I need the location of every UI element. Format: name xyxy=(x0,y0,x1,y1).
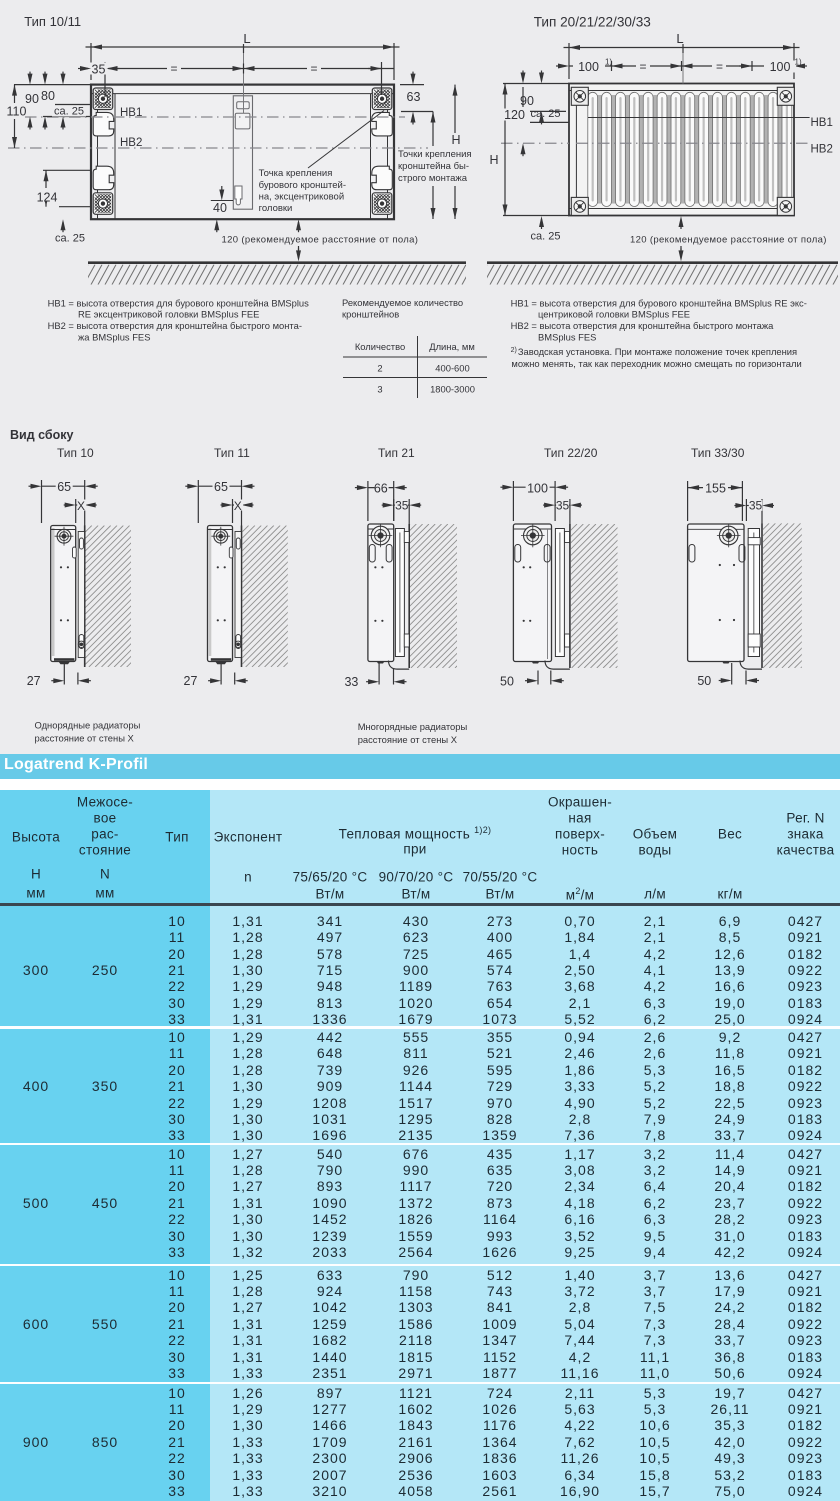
svg-text:головки: головки xyxy=(259,203,293,214)
svg-text:35: 35 xyxy=(556,499,570,513)
svg-text:=: = xyxy=(716,60,723,74)
svg-text:100: 100 xyxy=(578,60,599,74)
svg-text:Тип 10: Тип 10 xyxy=(57,446,94,460)
svg-text:L: L xyxy=(676,31,683,46)
svg-text:НВ2 = высота отверстия для кро: НВ2 = высота отверстия для кронштейна бы… xyxy=(48,320,302,331)
svg-text:Рекомендуемое количество: Рекомендуемое количество xyxy=(342,297,463,308)
svg-text:35: 35 xyxy=(92,63,106,77)
svg-text:27: 27 xyxy=(27,674,41,688)
svg-text:ca. 25: ca. 25 xyxy=(531,108,561,120)
svg-text:кронштейна бы-: кронштейна бы- xyxy=(398,161,469,172)
svg-text:66: 66 xyxy=(374,481,388,495)
svg-text:L: L xyxy=(243,31,250,46)
svg-text:400-600: 400-600 xyxy=(435,363,469,374)
svg-text:Точки крепления: Точки крепления xyxy=(398,149,472,160)
svg-text:НВ2: НВ2 xyxy=(120,137,142,149)
svg-text:124: 124 xyxy=(37,190,58,204)
svg-text:центриковой головки BMSplus FE: центриковой головки BMSplus FEE xyxy=(538,309,690,320)
svg-text:63: 63 xyxy=(407,90,421,104)
svg-text:110: 110 xyxy=(7,105,27,119)
svg-text:100: 100 xyxy=(770,60,791,74)
svg-text:1800-3000: 1800-3000 xyxy=(430,383,475,394)
svg-text:строго монтажа: строго монтажа xyxy=(398,173,468,184)
svg-text:Тип 33/30: Тип 33/30 xyxy=(691,446,745,460)
svg-text:НВ1: НВ1 xyxy=(120,107,142,119)
svg-text:35: 35 xyxy=(395,499,409,513)
svg-text:Длина, мм: Длина, мм xyxy=(429,341,475,352)
svg-text:50: 50 xyxy=(697,674,711,688)
svg-text:Тип 10/11: Тип 10/11 xyxy=(24,14,81,29)
svg-text:НВ2 = высота отверстия для кро: НВ2 = высота отверстия для кронштейна бы… xyxy=(511,320,774,331)
svg-text:40: 40 xyxy=(213,201,227,215)
svg-text:X: X xyxy=(77,499,85,513)
svg-text:120 (рекомендуемое расстояние: 120 (рекомендуемое расстояние от пола) xyxy=(222,235,419,246)
svg-text:бурового кронштей-: бурового кронштей- xyxy=(259,180,346,191)
svg-text:27: 27 xyxy=(184,674,198,688)
svg-text:расстояние от стены X: расстояние от стены X xyxy=(358,734,458,745)
svg-text:155: 155 xyxy=(705,481,726,495)
svg-text:можно менять, так как переходн: можно менять, так как переходник можно с… xyxy=(511,358,801,369)
svg-text:=: = xyxy=(170,62,177,76)
svg-text:X: X xyxy=(234,499,242,513)
svg-text:Однорядные радиаторы: Однорядные радиаторы xyxy=(35,720,141,731)
svg-text:H: H xyxy=(489,153,498,167)
svg-text:35: 35 xyxy=(749,499,763,513)
svg-text:2)Заводская установка. При мон: 2)Заводская установка. При монтаже полож… xyxy=(511,346,798,357)
svg-text:1): 1) xyxy=(795,58,802,67)
svg-text:65: 65 xyxy=(214,480,228,494)
svg-text:Многорядные радиаторы: Многорядные радиаторы xyxy=(358,721,468,732)
svg-text:НВ1 = высота отверстия для бур: НВ1 = высота отверстия для бурового крон… xyxy=(511,297,807,308)
svg-text:расстояние от стены X: расстояние от стены X xyxy=(35,733,135,744)
svg-text:120 (рекомендуемое расстояние: 120 (рекомендуемое расстояние от пола) xyxy=(630,235,827,246)
svg-text:BMSplus FES: BMSplus FES xyxy=(538,332,596,343)
svg-text:Точка крепления: Точка крепления xyxy=(259,168,333,179)
svg-text:RE эксцентриковой головки BMSp: RE эксцентриковой головки BMSplus FEE xyxy=(78,309,259,320)
svg-text:ca. 25: ca. 25 xyxy=(531,231,561,243)
svg-text:Тип 11: Тип 11 xyxy=(214,446,250,460)
svg-text:65: 65 xyxy=(57,480,71,494)
svg-text:1): 1) xyxy=(605,58,612,67)
svg-text:90: 90 xyxy=(25,92,39,106)
svg-text:Тип 21: Тип 21 xyxy=(378,446,415,460)
svg-text:кронштейнов: кронштейнов xyxy=(342,309,399,320)
svg-text:ca. 25: ca. 25 xyxy=(54,106,84,118)
svg-text:Тип 22/20: Тип 22/20 xyxy=(544,446,598,460)
svg-text:100: 100 xyxy=(527,481,548,495)
svg-text:90: 90 xyxy=(520,94,534,108)
svg-text:2: 2 xyxy=(377,363,382,374)
svg-text:НВ2: НВ2 xyxy=(811,144,833,156)
svg-text:НВ1: НВ1 xyxy=(811,117,833,129)
svg-text:НВ1 = высота отверстия для бур: НВ1 = высота отверстия для бурового крон… xyxy=(48,297,310,308)
svg-text:33: 33 xyxy=(344,675,358,689)
svg-text:ca. 25: ca. 25 xyxy=(55,233,85,245)
svg-text:жа BMSplus FES: жа BMSplus FES xyxy=(78,332,150,343)
svg-text:50: 50 xyxy=(500,675,514,689)
svg-text:3: 3 xyxy=(377,383,382,394)
svg-text:H: H xyxy=(451,133,460,147)
svg-text:=: = xyxy=(310,62,317,76)
svg-text:Вид сбоку: Вид сбоку xyxy=(10,428,74,442)
svg-text:120: 120 xyxy=(504,108,525,122)
svg-text:Количество: Количество xyxy=(355,341,405,352)
svg-text:на, эксцентриковой: на, эксцентриковой xyxy=(259,192,345,203)
svg-text:Тип 20/21/22/30/33: Тип 20/21/22/30/33 xyxy=(534,15,651,30)
svg-text:80: 80 xyxy=(41,89,55,103)
svg-text:=: = xyxy=(639,60,646,74)
